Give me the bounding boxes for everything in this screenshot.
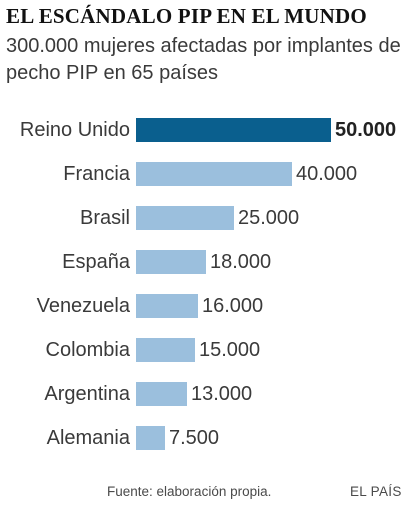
category-label: Alemania [46, 427, 130, 449]
bar-row: Brasil 25.000 [0, 203, 414, 233]
chart-subtitle: 300.000 mujeres afectadas por implantes … [6, 35, 401, 84]
chart-title: EL ESCÁNDALO PIP EN EL MUNDO [6, 4, 367, 28]
category-label: España [62, 251, 130, 273]
value-label: 18.000 [210, 251, 272, 273]
bar-row: Reino Unido 50.000 [0, 115, 414, 145]
category-label: Francia [63, 163, 130, 185]
value-label: 13.000 [191, 383, 253, 405]
bar [136, 250, 206, 274]
bar [136, 426, 165, 450]
value-label: 7.500 [169, 427, 220, 449]
category-label: Venezuela [36, 295, 130, 317]
bar-chart: Reino Unido 50.000 Francia 40.000 Brasil 25.0… [0, 115, 414, 475]
bar [136, 118, 331, 142]
bar [136, 382, 187, 406]
bar [136, 338, 195, 362]
bar-row: Venezuela 16.000 [0, 291, 414, 321]
value-label: 50.000 [335, 119, 397, 141]
bar [136, 162, 292, 186]
source-note: Fuente: elaboración propia. [107, 484, 272, 499]
category-label: Colombia [45, 339, 130, 361]
category-label: Brasil [79, 207, 130, 229]
category-label: Reino Unido [19, 119, 130, 141]
bar [136, 206, 234, 230]
bar-row: Argentina 13.000 [0, 379, 414, 409]
value-label: 16.000 [202, 295, 264, 317]
bar-row: Colombia 15.000 [0, 335, 414, 365]
bar [136, 294, 198, 318]
bar-row: Alemania 7.500 [0, 423, 414, 453]
bar-row: España 18.000 [0, 247, 414, 277]
category-label: Argentina [44, 383, 130, 405]
value-label: 15.000 [199, 339, 261, 361]
value-label: 25.000 [238, 207, 300, 229]
value-label: 40.000 [296, 163, 358, 185]
bar-row: Francia 40.000 [0, 159, 414, 189]
brand-credit: EL PAÍS [350, 484, 402, 499]
